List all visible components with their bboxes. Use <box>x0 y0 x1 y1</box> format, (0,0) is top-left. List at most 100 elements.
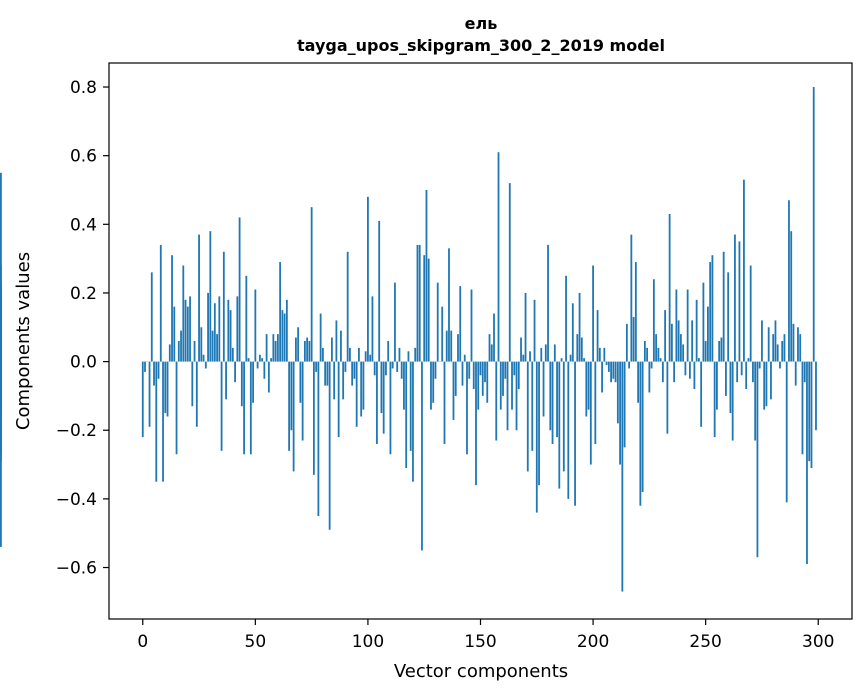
bar-component-74 <box>308 341 311 362</box>
x-tick-label: 100 <box>352 632 384 652</box>
bar-component-212 <box>619 361 621 465</box>
bar-component-180 <box>547 244 549 362</box>
bar-component-89 <box>342 361 345 400</box>
bar-component-145 <box>468 361 471 379</box>
bar-component-14 <box>173 306 176 362</box>
bar-component-4 <box>150 272 153 362</box>
bar-component-208 <box>610 361 612 383</box>
bar-component-42 <box>236 296 239 362</box>
bar-component-220 <box>637 361 640 403</box>
bar-component-143 <box>463 354 466 362</box>
bar-component-77 <box>315 361 318 372</box>
bar-component-189 <box>567 361 570 499</box>
bar-component-57 <box>270 358 273 362</box>
y-tick-label: 0.4 <box>70 215 97 235</box>
bar-component-48 <box>249 361 252 455</box>
bars-group <box>0 87 817 592</box>
bar-component-24 <box>195 361 198 427</box>
bar-component-undefined <box>0 320 2 362</box>
bar-component-278 <box>767 327 770 362</box>
bar-component-122 <box>416 244 419 362</box>
bar-component-107 <box>382 361 385 434</box>
bar-component-93 <box>351 361 354 386</box>
bar-component-108 <box>385 361 387 376</box>
bar-component-250 <box>704 341 707 362</box>
bar-component-152 <box>484 361 486 383</box>
y-tick-label: −0.4 <box>56 490 97 510</box>
bar-component-174 <box>533 299 536 362</box>
bar-component-121 <box>414 347 417 362</box>
bar-component-272 <box>754 361 757 441</box>
bar-component-52 <box>258 354 261 362</box>
bar-component-270 <box>749 265 752 362</box>
bar-component-21 <box>189 296 191 362</box>
bar-component-11 <box>166 361 169 417</box>
bar-component-234 <box>668 214 671 362</box>
chart-title: ель <box>465 14 498 33</box>
y-tick-label: −0.2 <box>56 421 97 441</box>
bar-component-135 <box>445 330 448 362</box>
bar-component-182 <box>551 361 554 444</box>
bar-component-144 <box>466 361 468 455</box>
chart-subtitle: tayga_upos_skipgram_300_2_2019 model <box>297 36 665 55</box>
bar-component-248 <box>700 361 703 427</box>
bar-component-264 <box>736 361 739 383</box>
bar-component-262 <box>731 361 734 441</box>
bar-component-260 <box>727 272 730 362</box>
bar-component-160 <box>502 361 504 396</box>
bar-component-81 <box>324 361 327 386</box>
bar-component-62 <box>281 310 284 362</box>
bar-component-226 <box>650 361 653 369</box>
bar-component-279 <box>770 361 772 400</box>
bar-component-251 <box>707 306 709 362</box>
bar-component-229 <box>657 347 660 362</box>
bar-component-170 <box>524 292 527 362</box>
y-tick-label: 0.0 <box>70 353 97 373</box>
bar-component-235 <box>670 323 673 362</box>
bar-component-99 <box>364 351 367 362</box>
bar-component-179 <box>544 344 547 362</box>
bar-component-47 <box>247 358 250 362</box>
bar-component-91 <box>346 251 349 362</box>
bar-component-78 <box>317 361 320 517</box>
y-ticks: −0.6 −0.4 −0.2 0.0 0.2 0.4 0.6 0.8 <box>56 78 109 579</box>
bar-component-19 <box>184 299 187 362</box>
bar-component-116 <box>403 361 405 410</box>
x-tick-label: 200 <box>577 632 609 652</box>
bar-component-33 <box>216 334 218 362</box>
bar-component-289 <box>792 323 795 362</box>
bar-component-237 <box>675 289 678 362</box>
y-tick-label: 0.2 <box>70 284 97 304</box>
bar-component-136 <box>448 248 450 362</box>
bar-component-239 <box>679 334 682 362</box>
bar-component-51 <box>256 361 259 369</box>
bar-component-112 <box>394 282 396 362</box>
bar-component-71 <box>301 361 304 441</box>
bar-component-163 <box>508 183 511 362</box>
bar-component-184 <box>556 361 558 438</box>
bar-component-134 <box>443 361 446 444</box>
bar-component-94 <box>353 361 356 379</box>
bar-component-88 <box>340 330 342 362</box>
bar-component-238 <box>677 320 680 362</box>
bar-component-undefined <box>0 361 2 547</box>
bar-component-201 <box>594 361 597 444</box>
bar-component-219 <box>634 262 637 362</box>
bar-component-190 <box>569 354 572 362</box>
bar-component-271 <box>752 361 754 383</box>
bar-component-154 <box>488 334 491 362</box>
bar-component-49 <box>252 361 254 403</box>
bar-component-0 <box>141 361 144 438</box>
bar-component-23 <box>193 341 196 362</box>
bar-component-157 <box>495 361 498 441</box>
bar-component-128 <box>430 361 432 410</box>
bar-component-92 <box>349 347 351 362</box>
bar-component-37 <box>225 361 227 400</box>
bar-component-247 <box>698 358 700 362</box>
bar-component-68 <box>294 337 297 362</box>
bar-component-297 <box>810 361 813 468</box>
bar-component-162 <box>506 361 509 431</box>
bar-component-84 <box>331 337 333 362</box>
bar-component-44 <box>240 361 243 407</box>
bar-component-259 <box>725 361 727 396</box>
